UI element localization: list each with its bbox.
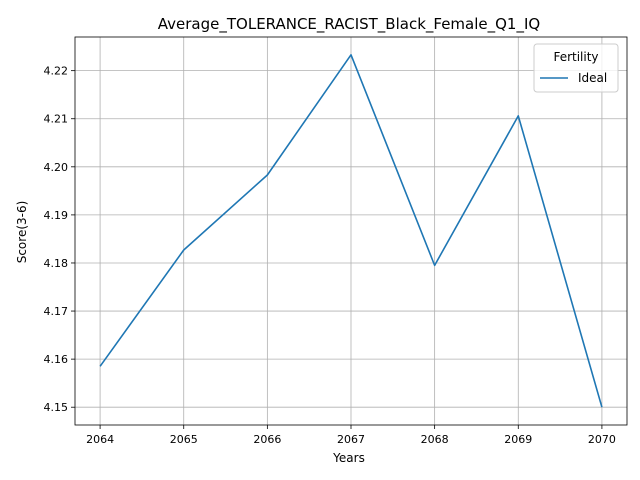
y-tick-label: 4.18 <box>44 257 69 270</box>
x-tick-label: 2068 <box>421 433 449 446</box>
y-axis-ticks: 4.15 4.16 4.17 4.18 4.19 4.20 4.21 4.22 <box>44 65 75 414</box>
x-tick-label: 2069 <box>504 433 532 446</box>
y-tick-label: 4.15 <box>44 401 69 414</box>
y-tick-label: 4.19 <box>44 209 69 222</box>
series-lines <box>99 53 603 408</box>
y-tick-label: 4.20 <box>44 161 69 174</box>
grid-lines <box>75 37 627 425</box>
legend-entry-ideal: Ideal <box>578 71 607 85</box>
legend-title: Fertility <box>553 50 598 64</box>
x-tick-label: 2065 <box>170 433 198 446</box>
x-axis-ticks: 2064 2065 2066 2067 2068 2069 2070 <box>86 425 616 446</box>
y-tick-label: 4.22 <box>44 65 69 78</box>
y-tick-label: 4.21 <box>44 113 69 126</box>
legend: Fertility Ideal <box>533 43 619 93</box>
x-tick-label: 2066 <box>253 433 281 446</box>
x-tick-label: 2067 <box>337 433 365 446</box>
y-tick-label: 4.17 <box>44 305 69 318</box>
x-tick-label: 2070 <box>588 433 616 446</box>
y-axis-label: Score(3-6) <box>15 201 29 264</box>
y-tick-label: 4.16 <box>44 353 69 366</box>
x-axis-label: Years <box>332 451 365 465</box>
series-line-ideal <box>99 53 603 408</box>
chart-title: Average_TOLERANCE_RACIST_Black_Female_Q1… <box>158 15 540 34</box>
x-tick-label: 2064 <box>86 433 114 446</box>
legend-box <box>533 43 619 93</box>
